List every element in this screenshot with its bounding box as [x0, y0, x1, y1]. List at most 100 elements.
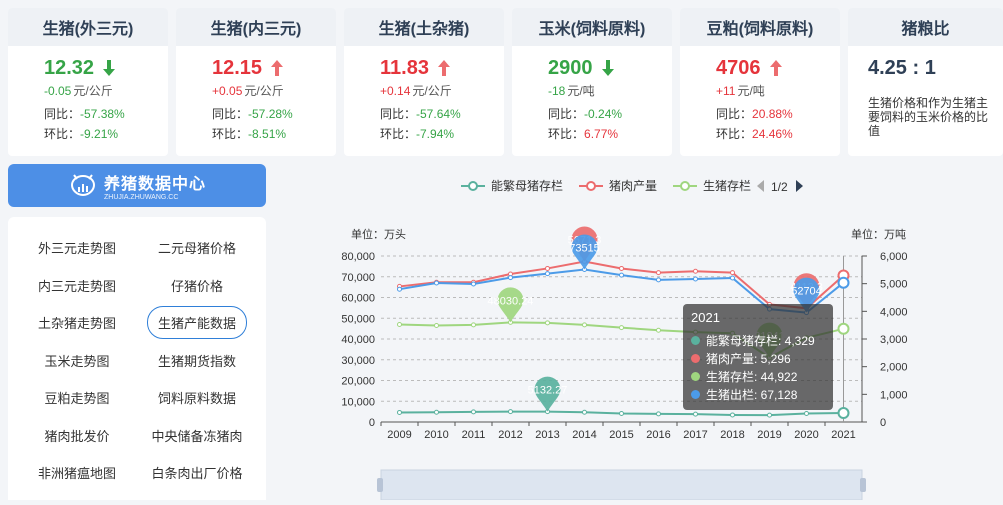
menu-item[interactable]: 土杂猪走势图 [22, 304, 132, 342]
menu-item-label: 中央储备冻猪肉 [151, 428, 243, 444]
menu-item-label: 豆粕走势图 [44, 391, 110, 407]
menu-item[interactable]: 中央储备冻猪肉 [142, 417, 252, 455]
yoy-label: 同比： [548, 107, 585, 121]
left-unit-label: 单位：万头 [351, 227, 406, 241]
right-tick-label: 2,000 [880, 362, 908, 374]
price-card[interactable]: 生猪(内三元) 12.15 +0.05 元/公斤 同比：-57.28% 环比：-8… [176, 8, 336, 156]
up-arrow-icon [271, 60, 284, 76]
mom-label: 环比： [380, 127, 417, 141]
right-tick-label: 1,000 [880, 389, 908, 401]
data-point [693, 268, 698, 274]
left-tick-label: 70,000 [341, 272, 375, 284]
menu-item-active[interactable]: 生猪产能数据 [142, 304, 252, 342]
left-tick-label: 60,000 [341, 293, 375, 305]
menu-item-label: 猪肉批发价 [44, 428, 110, 444]
data-point [619, 325, 624, 331]
price-value: 2900 [548, 56, 593, 79]
data-point [693, 276, 698, 282]
production-chart[interactable]: 能繁母猪存栏 猪肉产量 生猪存栏 1/2 单位：万头 单位：万吨 0 10,000 20,000… [275, 164, 1003, 501]
data-point [582, 409, 587, 415]
pin-marker [571, 234, 598, 270]
menu-item-label: 生猪期货指数 [157, 353, 236, 369]
logo-subtitle: ZHUJIA.ZHUWANG.CC [103, 194, 179, 201]
ratio-card[interactable]: 猪粮比 4.25 : 1 生猪价格和作为生猪主要饲料的玉米价格的比值 [848, 8, 1003, 156]
x-tick-label: 2021 [831, 429, 855, 441]
menu-item[interactable]: 玉米走势图 [22, 342, 132, 380]
price-value: 4706 [716, 56, 761, 79]
x-tick-label: 2010 [424, 429, 448, 441]
menu-item[interactable]: 外三元走势图 [22, 229, 132, 267]
price-delta: +11 [716, 84, 736, 98]
tooltip-dot [691, 389, 700, 399]
menu-item-label: 饲料原料数据 [157, 391, 236, 407]
price-unit: 元/公斤 [73, 84, 113, 98]
mom-value: 6.77% [584, 127, 619, 141]
yoy-value: -57.38% [80, 107, 125, 121]
right-tick-label: 0 [880, 417, 886, 429]
x-tick-label: 2016 [646, 429, 670, 441]
menu-item[interactable]: 仔猪价格 [142, 267, 252, 305]
data-point [656, 277, 661, 283]
yoy-value: 20.88% [752, 107, 793, 121]
data-point [545, 271, 550, 277]
card-title: 生猪(内三元) [176, 8, 336, 46]
menu-item[interactable]: 非洲猪瘟地图 [22, 454, 132, 492]
menu-item[interactable]: 内三元走势图 [22, 267, 132, 305]
yoy-label: 同比： [380, 107, 417, 121]
card-title: 生猪(土杂猪) [344, 8, 504, 46]
price-cards: 生猪(外三元) 12.32 -0.05 元/公斤 同比：-57.38% 环比：-9… [8, 8, 1003, 156]
data-menu: 外三元走势图 二元母猪价格 内三元走势图 仔猪价格 土杂猪走势图 生猪产能数据 … [8, 217, 266, 500]
data-point [397, 286, 402, 292]
legend-label: 猪肉产量 [609, 179, 657, 193]
legend-prev-icon [757, 180, 764, 192]
data-point [545, 320, 550, 326]
left-tick-label: 10,000 [341, 396, 375, 408]
price-card[interactable]: 豆粕(饲料原料) 4706 +11 元/吨 同比：20.88% 环比：24.46% [680, 8, 840, 156]
down-arrow-icon [601, 60, 614, 76]
menu-item[interactable]: 饲料原料数据 [142, 379, 252, 417]
menu-item[interactable]: 猪肉批发价 [22, 417, 132, 455]
mom-label: 环比： [548, 127, 585, 141]
tooltip-year: 2021 [691, 310, 720, 325]
pin-marker [497, 287, 524, 323]
data-point [545, 265, 550, 271]
x-tick-label: 2015 [609, 429, 633, 441]
price-unit: 元/吨 [737, 84, 765, 98]
menu-item[interactable]: 生猪期货指数 [142, 342, 252, 380]
data-center-logo[interactable]: 养猪数据中心 ZHUJIA.ZHUWANG.CC [8, 164, 266, 207]
left-tick-label: 0 [369, 417, 375, 429]
price-delta: +0.05 [212, 84, 243, 98]
zoom-handle-left [377, 478, 383, 492]
logo-title: 养猪数据中心 [103, 176, 206, 193]
price-card[interactable]: 生猪(外三元) 12.32 -0.05 元/公斤 同比：-57.38% 环比：-9… [8, 8, 168, 156]
price-card[interactable]: 玉米(饲料原料) 2900 -18 元/吨 同比：-0.24% 环比：6.77% [512, 8, 672, 156]
line-chart[interactable]: 能繁母猪存栏 猪肉产量 生猪存栏 1/2 单位：万头 单位：万吨 0 10,000 20,000… [275, 164, 1003, 501]
price-unit: 元/公斤 [244, 84, 284, 98]
yoy-value: -57.28% [248, 107, 293, 121]
legend-page: 1/2 [771, 180, 788, 194]
mom-label: 环比： [716, 127, 753, 141]
data-point [837, 322, 850, 335]
menu-item-label: 生猪产能数据 [146, 306, 247, 340]
menu-item[interactable]: 豆粕走势图 [22, 379, 132, 417]
price-value: 12.32 [44, 56, 95, 79]
data-point [804, 410, 809, 416]
data-point [656, 411, 661, 417]
pin-marker-label: 48030.24 [488, 295, 534, 307]
pin-marker-label: 52704 [791, 286, 822, 298]
data-point [397, 321, 402, 327]
price-card[interactable]: 生猪(土杂猪) 11.83 +0.14 元/公斤 同比：-57.64% 环比：-7… [344, 8, 504, 156]
menu-item[interactable]: 白条肉出厂价格 [142, 454, 252, 492]
right-tick-label: 3,000 [880, 334, 908, 346]
data-point [656, 270, 661, 276]
pin-marker [534, 376, 561, 412]
zoom-handle-right [860, 478, 866, 492]
price-delta: +0.14 [380, 84, 411, 98]
data-point [434, 280, 439, 286]
menu-item-label: 仔猪价格 [170, 278, 223, 294]
yoy-label: 同比： [44, 107, 81, 121]
menu-item[interactable]: 二元母猪价格 [142, 229, 252, 267]
right-tick-label: 6,000 [880, 251, 908, 263]
pin-marker [793, 277, 820, 313]
up-arrow-icon [769, 60, 782, 76]
